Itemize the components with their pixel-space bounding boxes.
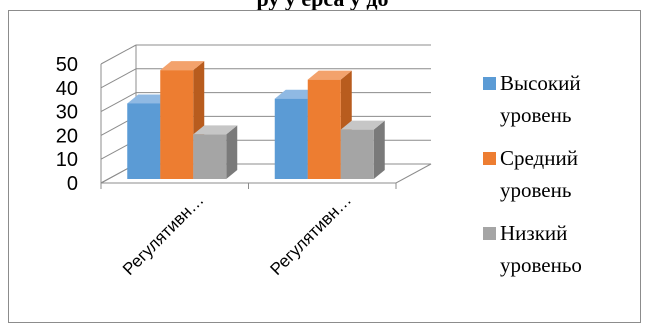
legend-swatch	[483, 227, 496, 240]
bar-side	[226, 125, 238, 179]
bar-front	[274, 98, 308, 179]
page-heading: ру у ерса у до	[0, 0, 645, 11]
bar-front	[307, 79, 341, 179]
bar-top	[160, 61, 205, 71]
legend-item-1: Высокий уровень	[483, 71, 581, 127]
legend-swatch	[483, 77, 496, 90]
gridline-side-4	[100, 68, 137, 89]
legend-label-line-1: Средний	[500, 146, 578, 170]
y-tick-label-4: 40	[56, 78, 78, 100]
bar-front	[193, 134, 227, 179]
x-category-label-1: Регулятивн…	[119, 190, 208, 279]
legend-label-line-1: Низкий	[500, 221, 567, 245]
y-tick-label-5: 50	[56, 54, 78, 76]
chart-floor	[100, 163, 432, 184]
y-tick-label-2: 20	[56, 125, 78, 147]
bar-front	[160, 70, 194, 179]
bar-front	[340, 129, 374, 179]
legend-item-2: Средний уровень	[483, 146, 578, 202]
chart-bars	[127, 61, 385, 179]
legend-label-line-2: уровеньо	[500, 253, 582, 277]
y-tick-label-3: 30	[56, 102, 78, 124]
bar-3-cat-2	[340, 120, 385, 179]
legend-item-3: Низкий уровеньо	[483, 221, 582, 277]
legend-swatch	[483, 152, 496, 165]
bar-side	[373, 120, 385, 179]
legend-label-line-1: Высокий	[500, 71, 581, 95]
legend-label-line-2: уровень	[500, 103, 571, 127]
bar-top	[340, 120, 385, 130]
gridline-side-5	[100, 44, 137, 65]
bar-3-cat-1	[193, 125, 238, 179]
gridline-side-3	[100, 92, 137, 113]
y-tick-label-1: 10	[56, 149, 78, 171]
bar-top	[307, 70, 352, 80]
x-axis-ticks: Регулятивн… Регулятивн…	[119, 190, 355, 279]
x-category-label-2: Регулятивн…	[267, 190, 356, 279]
y-tick-label-0: 0	[67, 173, 78, 195]
bar-front	[127, 103, 161, 179]
bar-top	[193, 125, 238, 135]
legend-label-line-2: уровень	[500, 178, 571, 202]
chart-legend: Высокий уровень Средний уровень Низкий уровен…	[483, 71, 582, 277]
